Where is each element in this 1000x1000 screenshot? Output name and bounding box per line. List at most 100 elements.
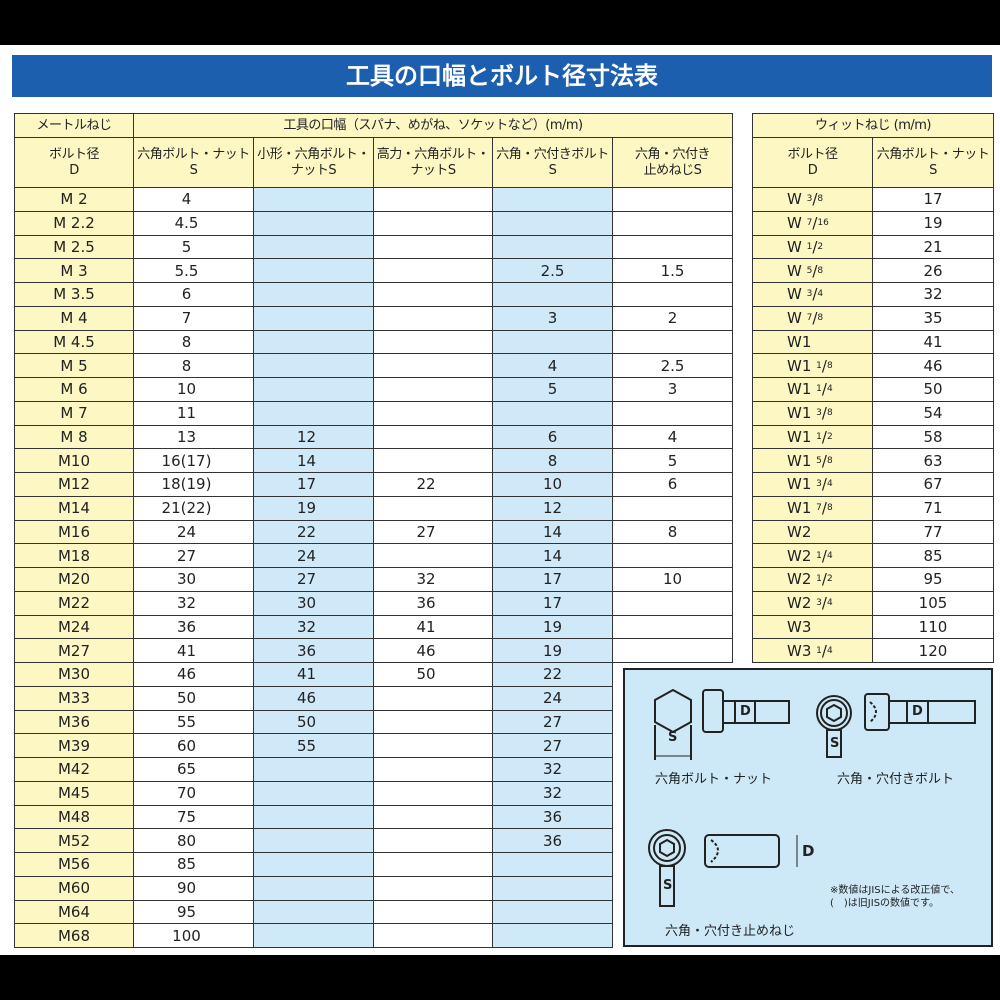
table-cell: M68 xyxy=(15,924,134,948)
table-cell: M12 xyxy=(15,473,134,497)
table-cell xyxy=(374,188,493,212)
table-cell: 50 xyxy=(134,686,254,711)
note-line-2: ( )は旧JISの数値です。 xyxy=(830,898,940,909)
table-row: W1 5/8 63 xyxy=(753,449,994,473)
table-cell: 12 xyxy=(254,425,374,450)
table-cell: 27 xyxy=(493,734,613,758)
table-cell: M 7 xyxy=(15,401,134,426)
table-cell xyxy=(374,829,493,853)
table-cell: 70 xyxy=(134,781,254,806)
whitworth-header: ウィットねじ (m/m) xyxy=(753,114,994,138)
bolt-size-cell: W3 xyxy=(753,615,873,640)
table-cell: 5.5 xyxy=(134,259,254,283)
table-cell: 14 xyxy=(254,449,374,473)
table-cell: 27 xyxy=(134,544,254,568)
table-cell: 12 xyxy=(493,496,613,521)
table-cell: 8 xyxy=(493,449,613,473)
table-cell: 22 xyxy=(374,473,493,497)
table-cell: 50 xyxy=(873,378,994,402)
table-cell xyxy=(493,235,613,260)
table-cell: 19 xyxy=(493,639,613,663)
table-cell: 11 xyxy=(134,401,254,426)
table-cell: M36 xyxy=(15,710,134,735)
table-row: M 4.5 8 xyxy=(15,330,733,355)
column-header: ボルト径 D xyxy=(15,138,134,188)
table-cell xyxy=(374,710,493,735)
metric-table: メートルねじ 工具の口幅（スパナ、めがね、ソケットなど）(m/m) ボルト径 D 六角… xyxy=(14,113,733,948)
table-cell: 54 xyxy=(873,401,994,426)
table-cell: 60 xyxy=(134,734,254,758)
table-cell: 55 xyxy=(254,734,374,758)
table-row: M22 32 30 36 17 xyxy=(15,591,733,616)
table-cell: M 4 xyxy=(15,306,134,331)
table-row: W1 1/4 50 xyxy=(753,378,994,402)
table-cell: 24 xyxy=(254,544,374,568)
tool-width-header: 工具の口幅（スパナ、めがね、ソケットなど）(m/m) xyxy=(134,114,733,138)
hex-s-label: S xyxy=(668,730,678,745)
table-cell xyxy=(613,211,733,236)
bolt-size-cell: W2 3/4 xyxy=(753,591,873,616)
socket-s-label: S xyxy=(830,736,840,751)
table-cell xyxy=(374,734,493,758)
table-cell: 4.5 xyxy=(134,211,254,236)
socket-bolt-caption: 六角・穴付きボルト xyxy=(837,772,955,787)
table-cell xyxy=(374,805,493,830)
table-row: M16 24 22 27 14 8 xyxy=(15,520,733,545)
table-cell xyxy=(254,259,374,283)
page-title: 工具の口幅とボルト径寸法表 xyxy=(12,55,992,97)
table-cell: 10 xyxy=(613,568,733,592)
table-cell: 35 xyxy=(873,306,994,331)
table-row: M56 85 xyxy=(15,853,733,877)
table-cell xyxy=(254,378,374,402)
table-cell xyxy=(374,900,493,925)
table-row: M 3 5.5 2.5 1.5 xyxy=(15,259,733,283)
table-cell: M18 xyxy=(15,544,134,568)
table-row: W1 3/8 54 xyxy=(753,401,994,426)
table-cell xyxy=(374,853,493,877)
table-cell: 120 xyxy=(873,639,994,663)
table-cell xyxy=(374,259,493,283)
table-cell: 5 xyxy=(493,378,613,402)
table-cell xyxy=(254,758,374,782)
table-cell xyxy=(374,781,493,806)
table-cell: M56 xyxy=(15,853,134,877)
bolt-size-cell: W1 3/8 xyxy=(753,401,873,426)
setscrew-caption: 六角・穴付き止めねじ xyxy=(665,924,796,939)
table-cell: M39 xyxy=(15,734,134,758)
table-cell: 50 xyxy=(374,663,493,687)
table-cell: 24 xyxy=(134,520,254,545)
column-header: 六角ボルト・ナット S xyxy=(873,138,994,188)
table-cell xyxy=(613,544,733,568)
table-row: M68 100 xyxy=(15,924,733,948)
table-row: M33 50 46 24 xyxy=(15,686,733,711)
table-cell: M20 xyxy=(15,568,134,592)
table-cell: 32 xyxy=(134,591,254,616)
table-cell xyxy=(493,283,613,307)
bolt-size-cell: W 3/8 xyxy=(753,188,873,212)
table-cell: 5 xyxy=(134,235,254,260)
table-cell xyxy=(374,211,493,236)
table-row: W2 3/4 105 xyxy=(753,591,994,616)
whole: W xyxy=(787,190,802,209)
table-row: M42 65 32 xyxy=(15,758,733,782)
table-cell: 17 xyxy=(254,473,374,497)
table-row: M39 60 55 27 xyxy=(15,734,733,758)
table-row: W 1/2 21 xyxy=(753,235,994,260)
bolt-size-cell: W2 1/4 xyxy=(753,544,873,568)
column-header: 高力・六角ボルト・ ナットS xyxy=(374,138,493,188)
table-cell: 5 xyxy=(613,449,733,473)
table-cell: 55 xyxy=(134,710,254,735)
table-cell: 110 xyxy=(873,615,994,640)
table-cell: 19 xyxy=(493,615,613,640)
column-header: 六角・穴付きボルト S xyxy=(493,138,613,188)
table-row: W1 41 xyxy=(753,330,994,355)
table-row: W1 7/8 71 xyxy=(753,496,994,521)
table-cell: 24 xyxy=(493,686,613,711)
table-cell xyxy=(374,354,493,378)
table-cell: 41 xyxy=(374,615,493,640)
table-cell: 27 xyxy=(493,710,613,735)
bolt-size-cell: W1 1/2 xyxy=(753,425,873,450)
bolt-size-cell: W 5/8 xyxy=(753,259,873,283)
